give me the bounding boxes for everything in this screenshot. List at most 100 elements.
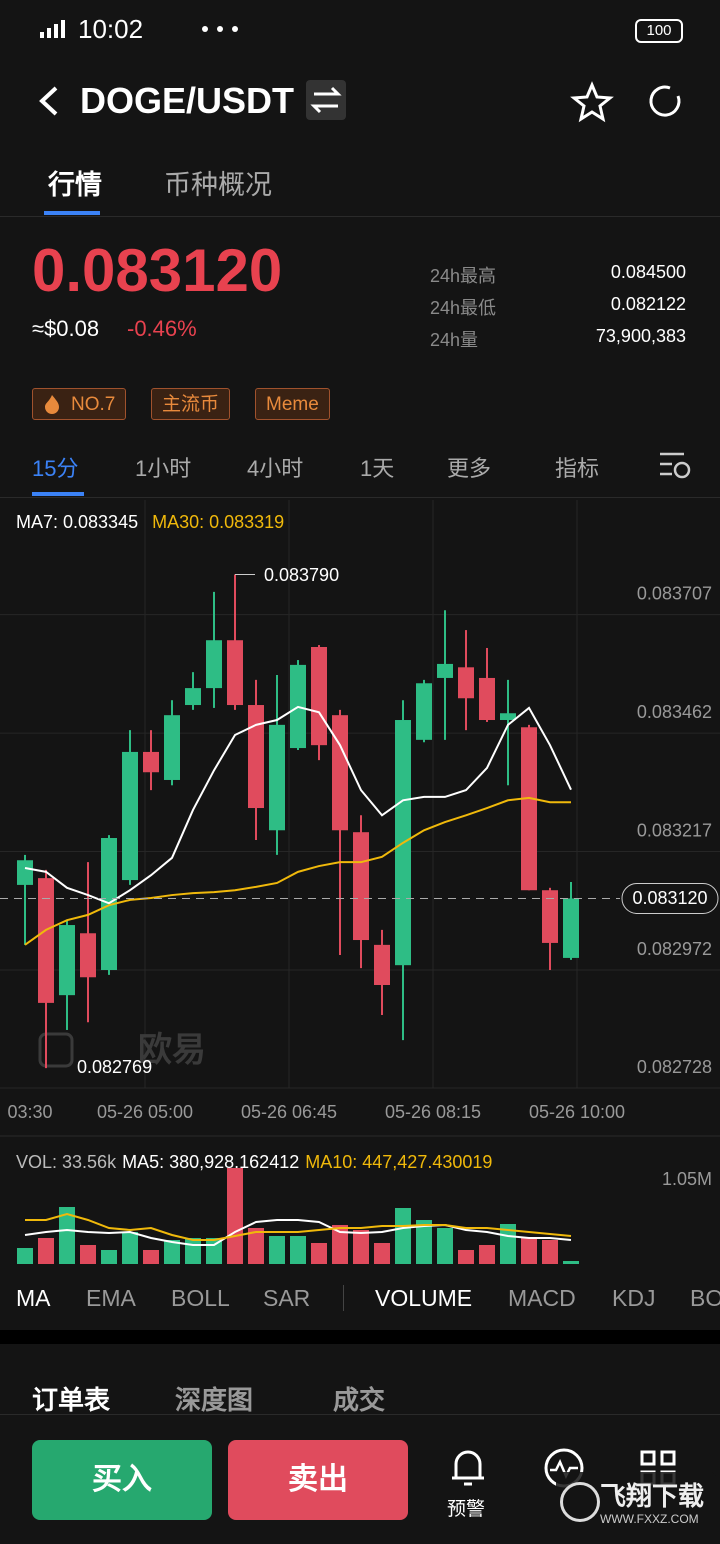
x-tick-label: 05-26 10:00 bbox=[529, 1102, 625, 1122]
change: -0.46% bbox=[127, 316, 197, 341]
volume-bar bbox=[143, 1250, 159, 1264]
order-tab[interactable]: 深度图 bbox=[175, 1385, 254, 1415]
candle-body bbox=[563, 898, 579, 958]
legend-title: VOL: 33.56k bbox=[16, 1152, 117, 1172]
x-tick-label: 05-26 06:45 bbox=[241, 1102, 337, 1122]
interval[interactable]: 4小时 bbox=[247, 456, 304, 481]
volume-bar bbox=[458, 1250, 474, 1264]
swap-button[interactable] bbox=[306, 80, 346, 120]
legend-entry: MA5: 380,928.162412 bbox=[122, 1152, 299, 1172]
volume-bar bbox=[185, 1238, 201, 1264]
usd-price: ≈$0.08 bbox=[32, 316, 100, 341]
chart: 欧易 0.083707 0.083462 0.083217 0.082972 0.082… bbox=[0, 500, 720, 1264]
volume-bar bbox=[17, 1248, 33, 1264]
tag[interactable]: Meme bbox=[255, 388, 330, 420]
candle-body bbox=[332, 715, 348, 831]
candle-body bbox=[164, 715, 180, 780]
volume-bar bbox=[437, 1228, 453, 1264]
volume-bar bbox=[59, 1207, 75, 1264]
favorite[interactable] bbox=[570, 81, 614, 123]
y-tick-label: 0.083217 bbox=[637, 820, 712, 840]
candle-body bbox=[458, 667, 474, 699]
volume-bar bbox=[290, 1236, 306, 1264]
low-label: 0.082769 bbox=[77, 1057, 152, 1077]
volume-bar bbox=[311, 1243, 327, 1264]
candle-body bbox=[38, 878, 54, 1003]
candle-body bbox=[374, 944, 390, 986]
y-tick-label: 0.083462 bbox=[637, 702, 712, 722]
buy-button[interactable]: 买入 bbox=[32, 1440, 212, 1520]
x-tick-label: 03:30 bbox=[7, 1102, 52, 1122]
y-tick-label: 0.083707 bbox=[637, 583, 712, 603]
band bbox=[0, 1330, 720, 1344]
x-tick-label: 05-26 05:00 bbox=[97, 1102, 193, 1122]
volume-bar bbox=[101, 1250, 117, 1264]
interval[interactable]: 1小时 bbox=[135, 456, 192, 481]
candle-body bbox=[542, 890, 558, 943]
indicator[interactable]: BOLL bbox=[171, 1285, 230, 1311]
volume-bar bbox=[374, 1243, 390, 1264]
candle-body bbox=[122, 751, 138, 881]
indicator[interactable]: BO bbox=[690, 1285, 720, 1311]
y-tick-label: 0.082728 bbox=[637, 1057, 712, 1077]
volume-bar bbox=[38, 1238, 54, 1264]
volume-bar bbox=[479, 1245, 495, 1264]
volume-bar bbox=[122, 1232, 138, 1264]
stat-label: 24h量 bbox=[430, 330, 479, 350]
tab[interactable]: 行情 bbox=[48, 170, 102, 200]
indicator[interactable]: KDJ bbox=[612, 1285, 656, 1311]
y-tick-label: 0.082972 bbox=[637, 939, 712, 959]
legend-entry: MA30: 0.083319 bbox=[152, 512, 284, 532]
watermark: 欧易 bbox=[138, 1031, 206, 1069]
indicator[interactable]: EMA bbox=[86, 1285, 136, 1311]
candle-body bbox=[311, 647, 327, 746]
candle-body bbox=[206, 640, 222, 689]
order-tab[interactable]: 成交 bbox=[333, 1385, 386, 1415]
high-label: 0.083790 bbox=[264, 565, 339, 585]
tag[interactable]: NO.7 bbox=[32, 388, 127, 420]
interval[interactable]: 指标 bbox=[555, 456, 600, 481]
candle-body bbox=[185, 688, 201, 706]
order-tab[interactable]: 订单表 bbox=[32, 1385, 111, 1415]
settings-icon[interactable] bbox=[658, 450, 692, 480]
indicator[interactable]: SAR bbox=[263, 1285, 311, 1311]
volume-bar bbox=[542, 1240, 558, 1264]
stat-value: 0.082122 bbox=[610, 294, 686, 314]
candle-body bbox=[143, 751, 159, 773]
volume-bar bbox=[353, 1230, 369, 1264]
volume-bar bbox=[332, 1225, 348, 1264]
volume-bar bbox=[395, 1208, 411, 1264]
indicator[interactable]: MA bbox=[16, 1285, 51, 1311]
volume-bar bbox=[521, 1237, 537, 1264]
volume-ma-line bbox=[25, 1212, 572, 1241]
legend: VOL: 33.56k MA5: 380,928.162412 MA10: 447,… bbox=[16, 1152, 492, 1172]
stat-label: 24h最低 bbox=[430, 298, 497, 318]
site-watermark: 飞翔下载 WWW.FXXZ.COM bbox=[556, 1472, 716, 1538]
back-button[interactable] bbox=[39, 86, 58, 116]
volume-bar bbox=[416, 1220, 432, 1264]
site-logo bbox=[560, 1482, 600, 1522]
x-tick-label: 05-26 08:15 bbox=[385, 1102, 481, 1122]
candle-body bbox=[227, 640, 243, 706]
interval[interactable]: 1天 bbox=[360, 456, 395, 481]
tab[interactable]: 币种概况 bbox=[164, 170, 272, 200]
volume-ma-line bbox=[24, 1219, 572, 1246]
interval[interactable]: 15分 bbox=[32, 456, 79, 481]
indicator[interactable]: VOLUME bbox=[375, 1285, 473, 1311]
alert-label[interactable]: 预警 bbox=[447, 1499, 486, 1520]
candle-body bbox=[479, 677, 495, 721]
volume-bar bbox=[269, 1236, 285, 1264]
interval-underline bbox=[32, 492, 84, 496]
sell-button[interactable]: 卖出 bbox=[228, 1440, 408, 1520]
interval[interactable]: 更多 bbox=[447, 456, 492, 481]
battery: 100 bbox=[635, 19, 683, 43]
indicator[interactable]: MACD bbox=[508, 1285, 576, 1311]
divider bbox=[0, 1414, 720, 1415]
separator bbox=[343, 1285, 344, 1311]
site-url: WWW.FXXZ.COM bbox=[600, 1512, 699, 1526]
share[interactable] bbox=[649, 85, 681, 117]
tag[interactable]: 主流币 bbox=[151, 388, 231, 420]
candle-body bbox=[248, 705, 264, 809]
stat-value: 0.084500 bbox=[610, 262, 686, 282]
